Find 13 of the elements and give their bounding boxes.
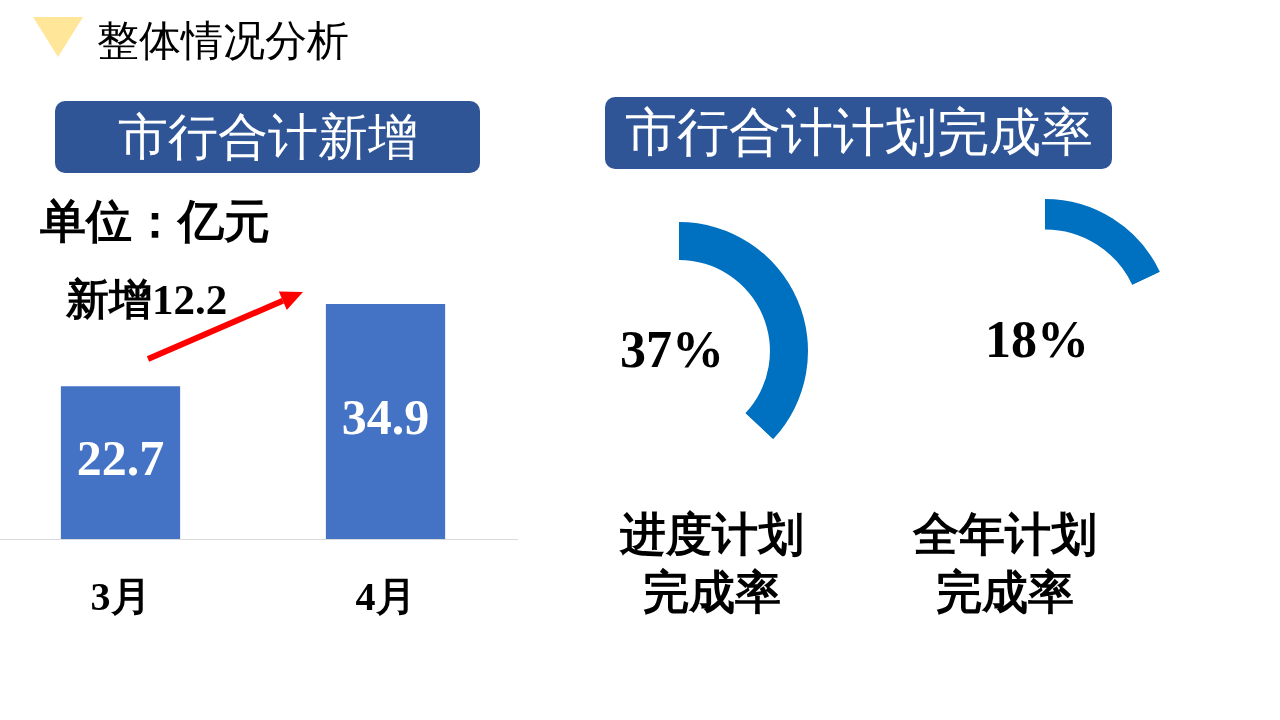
annotation: 新增12.2 — [66, 275, 228, 325]
text: 进度计划完成率 — [618, 506, 805, 621]
y-axis-title: 单位：亿元 — [40, 194, 270, 250]
text: 全年计划完成率 — [911, 506, 1098, 621]
text: 18% — [985, 309, 1089, 370]
chart-title: 市行合计新增 — [55, 101, 480, 173]
x-tick-label: 4月 — [355, 574, 416, 620]
text: 37% — [620, 319, 724, 380]
data-label: 34.9 — [341, 389, 430, 446]
chart-title: 市行合计计划完成率 — [605, 97, 1112, 169]
x-tick-label: 3月 — [90, 574, 151, 620]
text: 整体情况分析 — [97, 16, 349, 67]
data-label: 22.7 — [76, 430, 165, 487]
